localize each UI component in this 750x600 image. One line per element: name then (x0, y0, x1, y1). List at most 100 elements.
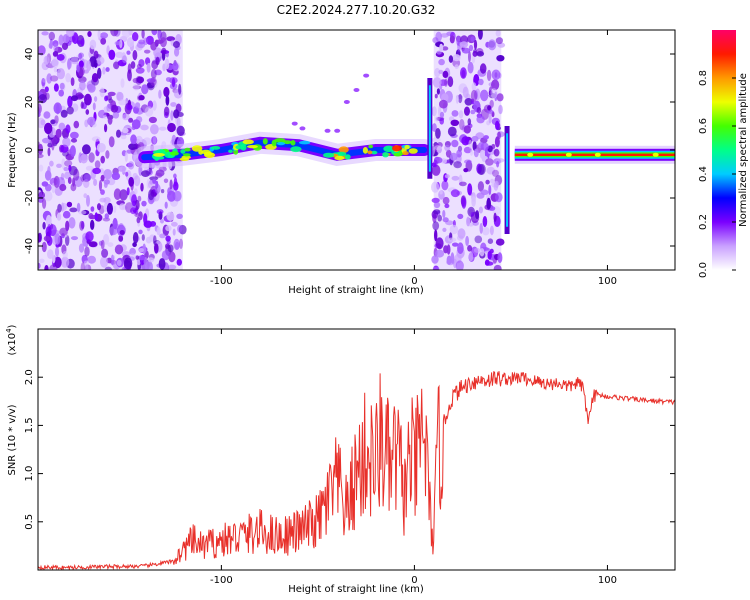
noise-blob (70, 131, 79, 139)
noise-blob (434, 145, 443, 151)
noise-blob (88, 152, 95, 163)
noise-blob (73, 120, 80, 129)
noise-blob (479, 222, 483, 234)
noise-blob (442, 70, 449, 78)
signal-hotspot (344, 154, 351, 160)
noise-blob (160, 219, 164, 224)
noise-blob (38, 111, 41, 118)
noise-blob (103, 169, 113, 180)
snr-scale-label: (x104) (5, 324, 18, 355)
noise-blob (45, 92, 50, 100)
signal-scatter-blob (353, 88, 360, 92)
noise-blob (493, 264, 502, 270)
noise-blob (53, 66, 58, 73)
signal-hotspot (169, 151, 179, 156)
signal-hotspot (338, 146, 349, 153)
noise-blob (439, 43, 444, 53)
noise-blob (151, 60, 159, 70)
noise-blob (42, 78, 46, 83)
snr-scale-exponent: 4 (5, 328, 13, 333)
noise-blob (485, 158, 494, 166)
noise-blob (138, 255, 146, 261)
colorbar-tick-label: 0.4 (698, 166, 709, 182)
noise-blob (156, 209, 164, 215)
noise-blob (86, 194, 90, 207)
noise-blob (433, 201, 441, 209)
noise-blob (62, 34, 70, 44)
signal-hotspot (368, 144, 374, 149)
noise-blob (165, 95, 170, 106)
noise-blob (100, 174, 105, 182)
noise-blob (473, 148, 479, 158)
noise-blob (51, 255, 56, 264)
noise-blob (491, 79, 500, 91)
noise-blob (105, 67, 110, 72)
noise-blob (40, 119, 46, 126)
snr-scale-prefix: (x10 (7, 333, 18, 356)
noise-blob (84, 93, 92, 106)
noise-blob (110, 30, 119, 37)
noise-blob (495, 120, 500, 130)
noise-blob (159, 233, 166, 239)
noise-blob (463, 125, 471, 134)
noise-blob (467, 61, 474, 74)
strong-line-node (527, 152, 534, 157)
noise-blob (158, 166, 167, 172)
noise-blob (171, 77, 176, 88)
noise-blob (441, 46, 449, 51)
snr-series-line (38, 371, 675, 570)
noise-blob (102, 66, 106, 75)
noise-blob (473, 247, 481, 253)
signal-hotspot (271, 139, 277, 147)
noise-blob (126, 50, 131, 55)
noise-blob (122, 127, 129, 134)
noise-blob (122, 113, 130, 121)
noise-blob (168, 251, 176, 263)
noise-blob (148, 116, 157, 124)
noise-blob (161, 47, 167, 55)
noise-blob (99, 32, 109, 39)
noise-blob (143, 37, 149, 46)
noise-blob (90, 206, 95, 212)
noise-blob (59, 227, 68, 236)
noise-blob (91, 73, 99, 83)
noise-blob (42, 137, 51, 144)
signal-hotspot (276, 142, 286, 146)
noise-blob (140, 182, 144, 192)
noise-blob (69, 145, 76, 158)
signal-hotspot (184, 147, 191, 152)
noise-blob (434, 93, 438, 99)
signal-hotspot (228, 149, 233, 153)
noise-blob (153, 47, 163, 58)
spectrogram-content (38, 30, 675, 270)
noise-blob (39, 258, 45, 263)
noise-blob (49, 160, 54, 167)
noise-blob (125, 171, 129, 177)
noise-blob (38, 94, 47, 104)
snr-y-label: SNR (10 * v/v) (7, 404, 18, 475)
noise-blob (72, 177, 76, 187)
noise-blob (450, 119, 460, 127)
noise-blob (471, 196, 476, 207)
noise-blob (83, 260, 90, 265)
noise-blob (449, 35, 455, 44)
noise-blob (480, 89, 489, 102)
signal-hotspot (180, 149, 186, 154)
noise-blob (128, 176, 135, 187)
noise-blob (452, 54, 461, 62)
noise-blob (49, 264, 58, 270)
noise-blob (479, 63, 487, 74)
noise-blob (127, 161, 135, 170)
x-tick-label: 0 (411, 276, 417, 287)
noise-blob (87, 31, 92, 37)
noise-blob (89, 56, 97, 68)
noise-blob (172, 228, 176, 236)
noise-blob (464, 159, 472, 164)
noise-blob (103, 179, 111, 185)
noise-blob (80, 101, 84, 109)
noise-blob (436, 88, 440, 95)
noise-blob (449, 224, 459, 235)
signal-hotspot (404, 145, 410, 150)
noise-blob (141, 234, 145, 241)
signal-hotspot (153, 153, 165, 157)
